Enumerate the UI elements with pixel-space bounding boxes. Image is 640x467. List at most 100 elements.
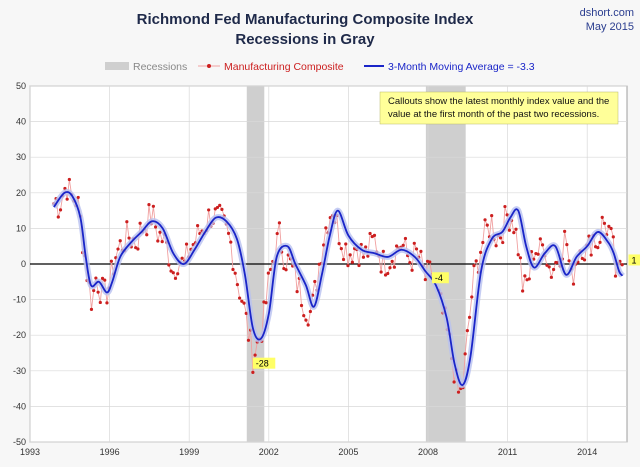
monthly-point-254 [613, 274, 618, 278]
monthly-point-24 [105, 301, 109, 305]
monthly-point-54 [171, 271, 175, 275]
legend-recession-swatch [105, 62, 129, 70]
monthly-point-168 [423, 277, 427, 282]
monthly-point-183 [456, 390, 461, 394]
monthly-point-84 [238, 296, 242, 300]
y-tick-label-4: 10 [16, 223, 26, 233]
monthly-point-212 [521, 289, 525, 293]
monthly-point-220 [538, 237, 542, 241]
monthly-point-134 [348, 253, 352, 257]
monthly-point-48 [158, 230, 162, 234]
monthly-point-223 [545, 263, 549, 267]
monthly-point-253 [611, 235, 615, 239]
monthly-point-141 [364, 245, 368, 249]
monthly-point-97 [266, 271, 270, 275]
monthly-point-161 [408, 260, 412, 265]
monthly-point-33 [125, 220, 129, 224]
monthly-point-11 [76, 195, 80, 200]
x-tick-label-1: 1996 [100, 447, 120, 457]
monthly-point-38 [136, 247, 140, 251]
monthly-point-162 [410, 268, 414, 272]
moving-average-line [53, 191, 624, 386]
monthly-point-115 [306, 323, 310, 327]
monthly-point-145 [372, 233, 377, 237]
monthly-point-231 [563, 229, 567, 233]
monthly-point-3 [58, 208, 63, 212]
monthly-point-47 [156, 239, 160, 243]
monthly-point-76 [220, 207, 224, 211]
monthly-point-251 [607, 224, 611, 228]
monthly-point-58 [180, 256, 184, 260]
monthly-point-205 [505, 213, 509, 217]
callout-box-2 [628, 254, 640, 266]
monthly-point-102 [277, 221, 282, 225]
monthly-point-195 [483, 218, 487, 222]
monthly-point-143 [368, 231, 372, 236]
monthly-point-110 [295, 290, 299, 294]
monthly-point-81 [231, 267, 235, 272]
monthly-point-193 [479, 250, 483, 254]
monthly-point-140 [361, 255, 366, 259]
monthly-point-152 [388, 266, 392, 270]
y-tick-label-0: 50 [16, 81, 26, 91]
monthly-point-166 [419, 249, 423, 253]
monthly-point-114 [304, 318, 308, 322]
monthly-point-208 [512, 230, 516, 235]
monthly-point-142 [366, 254, 370, 258]
x-tick-label-2: 1999 [179, 447, 199, 457]
y-tick-label-1: 40 [16, 117, 26, 127]
monthly-point-248 [600, 215, 604, 219]
monthly-point-105 [284, 268, 288, 272]
monthly-point-138 [357, 263, 361, 268]
monthly-point-46 [153, 225, 158, 229]
monthly-point-240 [582, 258, 587, 262]
monthly-point-98 [268, 267, 273, 272]
monthly-point-204 [503, 204, 507, 209]
monthly-point-181 [452, 380, 456, 384]
monthly-point-148 [379, 270, 383, 274]
monthly-point-26 [109, 259, 113, 263]
legend: Recessions Manufacturing Composite 3-Mon… [105, 61, 535, 73]
monthly-point-206 [507, 228, 511, 232]
monthly-point-34 [127, 236, 131, 240]
x-tick-label-6: 2011 [498, 447, 517, 457]
monthly-point-203 [501, 240, 505, 245]
monthly-point-49 [160, 240, 164, 244]
y-tick-label-6: -10 [13, 295, 26, 305]
monthly-point-188 [467, 315, 472, 319]
monthly-point-257 [620, 263, 624, 267]
note-box: Callouts show the latest monthly index v… [379, 91, 619, 125]
monthly-point-101 [275, 231, 279, 236]
monthly-point-132 [344, 242, 348, 246]
callout-box-1 [431, 272, 449, 284]
monthly-point-187 [465, 329, 469, 333]
monthly-point-243 [589, 253, 593, 257]
monthly-point-39 [138, 221, 142, 225]
monthly-point-226 [551, 267, 556, 272]
monthly-point-153 [390, 259, 394, 263]
monthly-point-82 [233, 271, 237, 275]
monthly-point-225 [549, 275, 553, 279]
note-background [379, 91, 619, 125]
monthly-point-235 [571, 282, 576, 286]
monthly-point-210 [516, 253, 520, 257]
monthly-point-83 [235, 282, 240, 287]
monthly-point-42 [145, 233, 149, 237]
y-tick-label-8: -30 [13, 366, 26, 376]
monthly-point-196 [485, 223, 489, 227]
callout-label-2: 1 [631, 255, 636, 265]
monthly-point-191 [474, 259, 478, 263]
monthly-point-158 [401, 243, 405, 247]
monthly-point-74 [215, 205, 220, 210]
monthly-point-65 [196, 223, 200, 228]
callout-label-0: -28 [256, 359, 269, 369]
y-tick-label-5: 0 [21, 259, 26, 269]
callout-box-0 [252, 357, 276, 369]
monthly-point-190 [472, 263, 476, 268]
monthly-point-232 [565, 243, 569, 247]
monthly-point-23 [103, 278, 107, 282]
callout-label-1: -4 [435, 273, 443, 283]
monthly-point-52 [167, 263, 171, 267]
